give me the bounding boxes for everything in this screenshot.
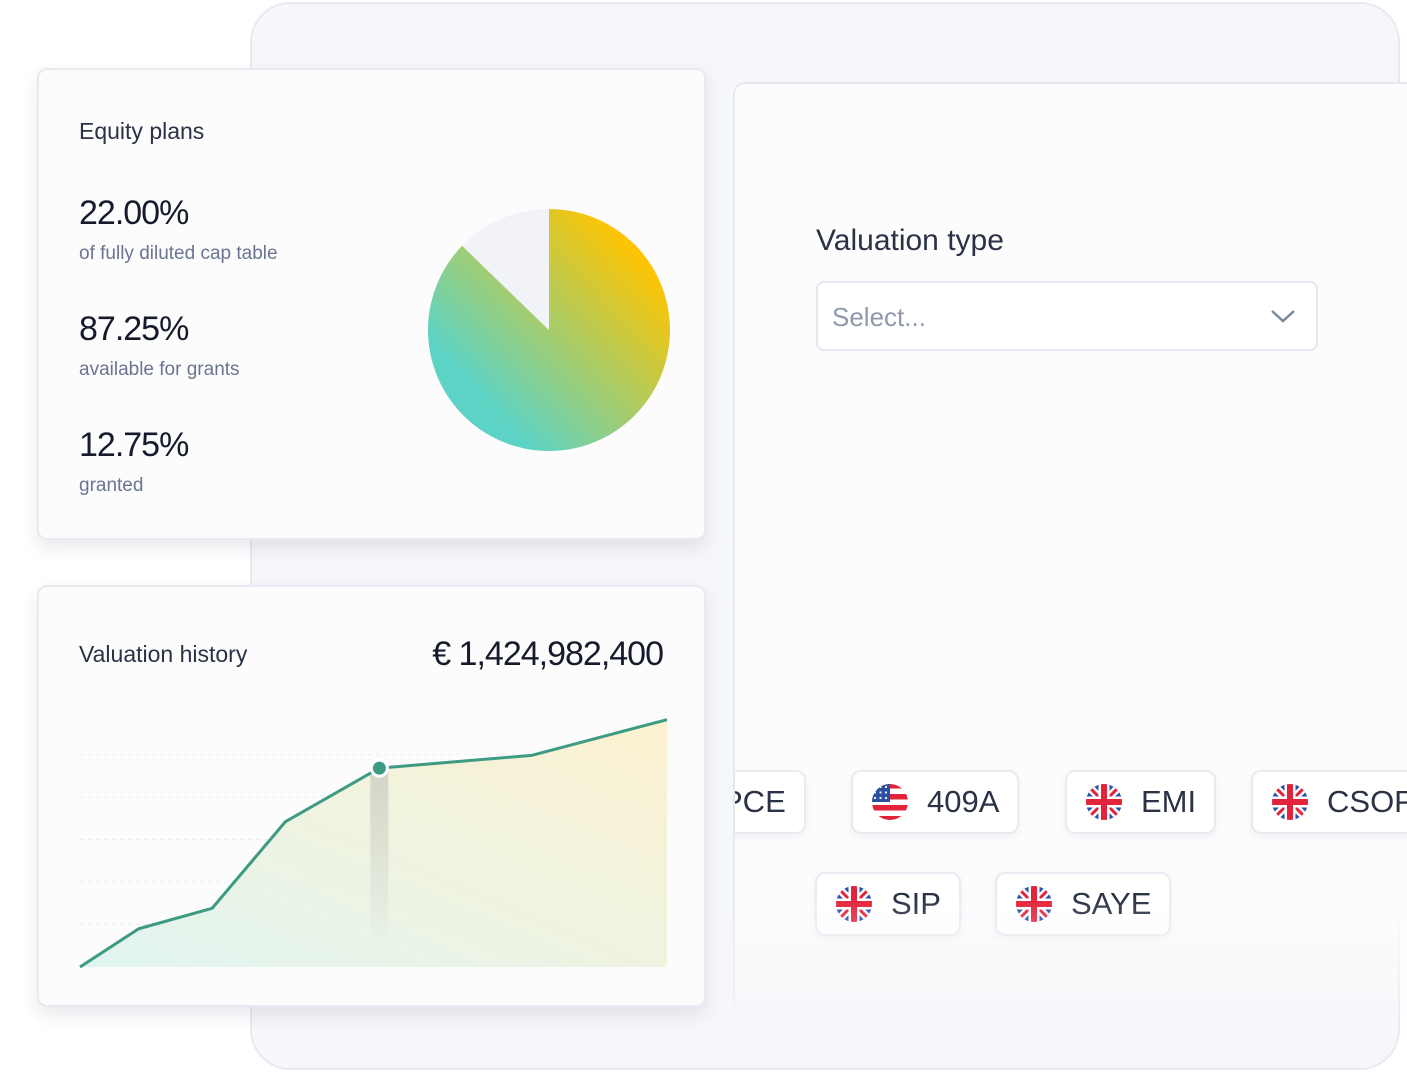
valuation-tag[interactable]: SIP	[815, 872, 961, 936]
tag-label: PCE	[735, 784, 786, 819]
stat-label: granted	[79, 475, 144, 496]
pie-slice	[462, 209, 549, 330]
valuation-tag[interactable]: 409A	[851, 770, 1020, 834]
tag-label: SIP	[891, 886, 941, 921]
card-title: Equity plans	[79, 118, 205, 144]
tag-label: 409A	[927, 784, 1000, 819]
stat-label: available for grants	[79, 359, 240, 380]
card-title: Valuation history	[79, 641, 248, 667]
valuation-panel: Valuation type Select... PCE 409A EMI CSOP S…	[733, 82, 1407, 1042]
valuation-card: Valuation history € 1,424,982,400	[37, 585, 706, 1007]
uk-flag-icon	[1272, 784, 1308, 820]
select-box[interactable]: Select...	[816, 281, 1318, 351]
select-placeholder: Select...	[832, 302, 926, 332]
stat-value: 22.00%	[79, 194, 189, 232]
uk-flag-icon	[836, 886, 872, 922]
uk-flag-icon	[1016, 886, 1052, 922]
field-label: Valuation type	[816, 224, 1004, 257]
line-chart	[79, 711, 668, 969]
stat-label: of fully diluted cap table	[79, 243, 278, 264]
highlight-bar	[370, 768, 389, 947]
valuation-tag[interactable]: PCE	[735, 770, 806, 834]
chevron-icon	[1271, 310, 1295, 323]
total-value: € 1,424,982,400	[432, 635, 664, 673]
uk-flag-icon	[1086, 784, 1122, 820]
valuation-tag[interactable]: EMI	[1065, 770, 1217, 834]
us-flag-icon	[872, 784, 908, 820]
valuation-tag[interactable]: CSOP	[1251, 770, 1407, 834]
valuation-tag[interactable]: SAYE	[995, 872, 1172, 936]
line	[79, 718, 668, 969]
stat-value: 87.25%	[79, 310, 189, 348]
highlight-point	[369, 758, 389, 778]
equity-card: Equity plans 22.00% of fully diluted cap…	[37, 68, 706, 540]
tag-label: EMI	[1141, 784, 1197, 819]
tag-label: SAYE	[1071, 886, 1152, 921]
stat-value: 12.75%	[79, 426, 189, 464]
pie-chart	[428, 209, 670, 451]
tag-label: CSOP	[1327, 784, 1407, 819]
